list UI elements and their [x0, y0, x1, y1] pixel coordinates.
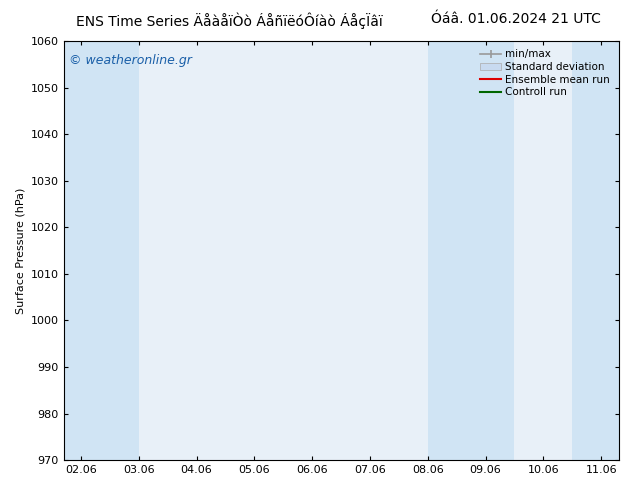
Bar — [573, 41, 619, 460]
Bar — [63, 41, 139, 460]
Text: Óáâ. 01.06.2024 21 UTC: Óáâ. 01.06.2024 21 UTC — [431, 12, 601, 26]
Bar — [428, 41, 514, 460]
Legend: min/max, Standard deviation, Ensemble mean run, Controll run: min/max, Standard deviation, Ensemble me… — [477, 46, 613, 100]
Text: ENS Time Series ÄåàåïÒò ÁåñïëóÔíàò ÁåçÏâï: ENS Time Series ÄåàåïÒò ÁåñïëóÔíàò ÁåçÏâ… — [76, 12, 383, 29]
Text: © weatheronline.gr: © weatheronline.gr — [69, 53, 192, 67]
Y-axis label: Surface Pressure (hPa): Surface Pressure (hPa) — [15, 187, 25, 314]
